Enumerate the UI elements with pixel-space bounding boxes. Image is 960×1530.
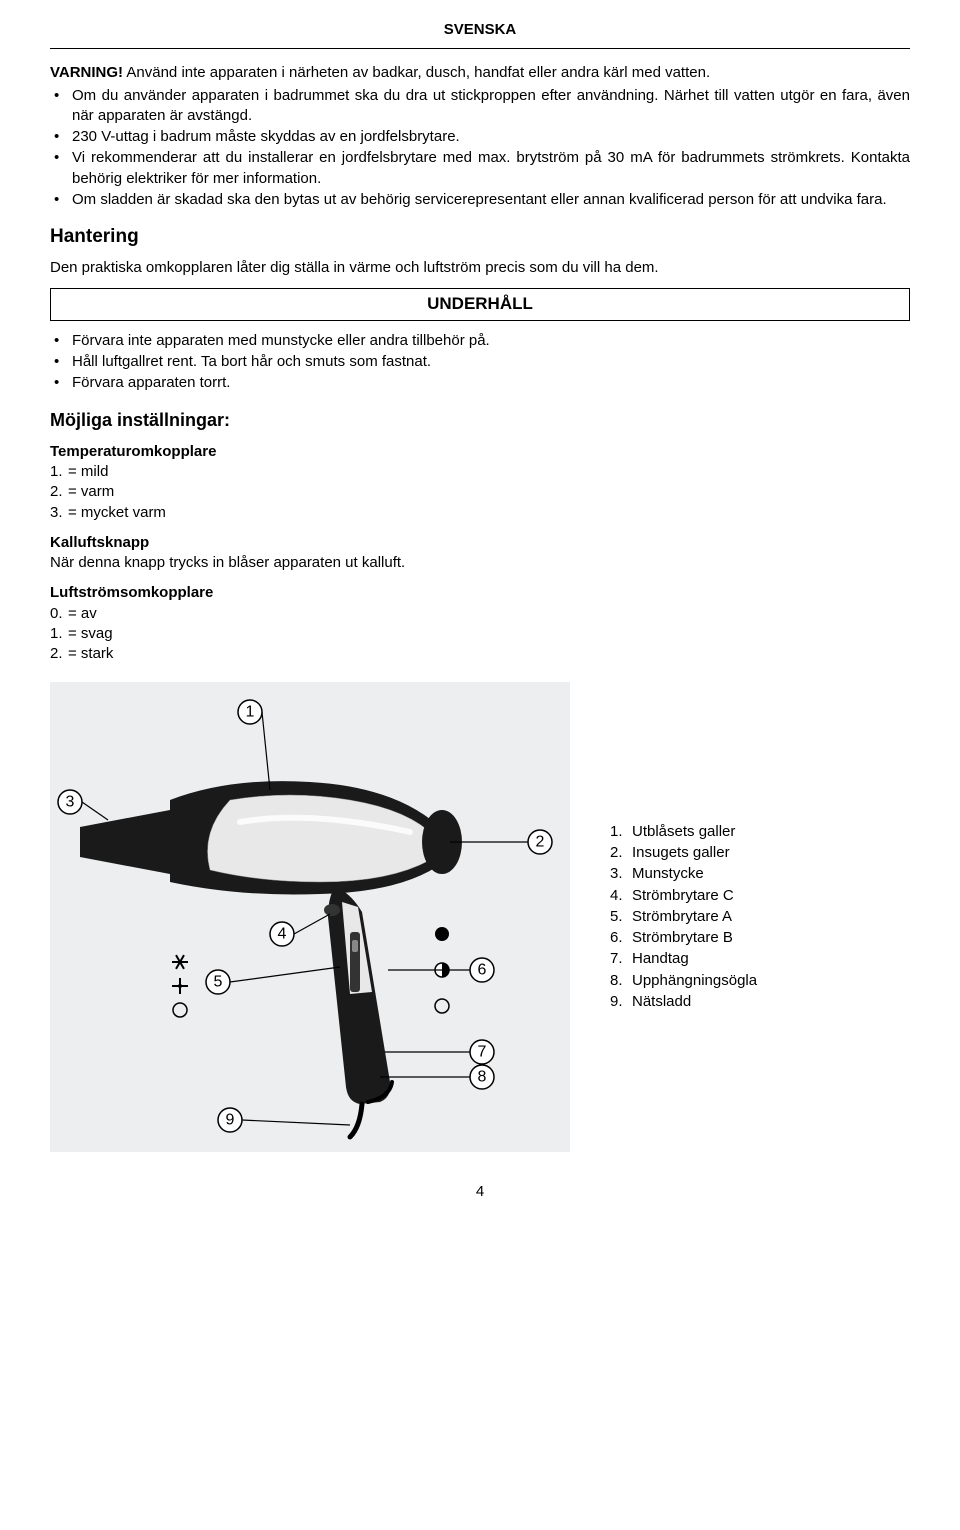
coldair-label: Kalluftsknapp	[50, 533, 910, 553]
legend-num: 6.	[610, 928, 632, 948]
airflow-list: 0.= av 1.= svag 2.= stark	[50, 604, 910, 665]
svg-text:9: 9	[226, 1112, 235, 1129]
warning-bullets: Om du använder apparaten i badrummet ska…	[50, 86, 910, 211]
legend-item: 3.Munstycke	[610, 864, 757, 884]
svg-text:3: 3	[66, 794, 75, 811]
row-val: = varm	[68, 482, 116, 502]
row-val: = mycket varm	[68, 504, 166, 521]
warning-sentence: Använd inte apparaten i närheten av badk…	[123, 64, 710, 81]
legend-label: Insugets galler	[632, 844, 730, 861]
row-num: 2.	[50, 482, 68, 502]
warning-bullet: Vi rekommenderar att du installerar en j…	[50, 148, 910, 189]
row-val: = av	[68, 604, 116, 624]
legend-num: 1.	[610, 822, 632, 842]
diagram-legend: 1.Utblåsets galler 2.Insugets galler 3.M…	[610, 822, 757, 1013]
legend-num: 9.	[610, 992, 632, 1012]
maintenance-bullet: Förvara inte apparaten med munstycke ell…	[50, 331, 910, 351]
legend-num: 7.	[610, 949, 632, 969]
airflow-row: 0.= av	[50, 604, 910, 624]
legend-label: Strömbrytare A	[632, 908, 732, 925]
svg-text:8: 8	[478, 1069, 487, 1086]
row-num: 1.	[50, 624, 68, 644]
row-num: 2.	[50, 644, 68, 664]
legend-label: Munstycke	[632, 865, 704, 882]
svg-text:6: 6	[478, 962, 487, 979]
legend-label: Upphängningsögla	[632, 972, 757, 989]
warning-bullet: Om du använder apparaten i badrummet ska…	[50, 86, 910, 127]
temperature-label: Temperaturomkopplare	[50, 442, 910, 462]
warning-label: VARNING!	[50, 64, 123, 81]
legend-num: 2.	[610, 843, 632, 863]
temperature-list: 1.= mild 2.= varm 3.= mycket varm	[50, 462, 910, 523]
legend-label: Handtag	[632, 950, 689, 967]
maintenance-bullets: Förvara inte apparaten med munstycke ell…	[50, 331, 910, 394]
legend-item: 5.Strömbrytare A	[610, 907, 757, 927]
legend-num: 8.	[610, 971, 632, 991]
legend-item: 9.Nätsladd	[610, 992, 757, 1012]
maintenance-bullet: Förvara apparaten torrt.	[50, 373, 910, 393]
maintenance-bullet: Håll luftgallret rent. Ta bort hår och s…	[50, 352, 910, 372]
warning-block: VARNING! Använd inte apparaten i närhete…	[50, 63, 910, 210]
row-val: = stark	[68, 644, 116, 664]
header-language: SVENSKA	[50, 20, 910, 40]
warning-line: VARNING! Använd inte apparaten i närhete…	[50, 63, 910, 83]
legend-item: 2.Insugets galler	[610, 843, 757, 863]
airflow-row: 1.= svag	[50, 624, 910, 644]
legend-label: Strömbrytare C	[632, 887, 734, 904]
legend-item: 6.Strömbrytare B	[610, 928, 757, 948]
svg-text:5: 5	[214, 974, 223, 991]
legend-num: 4.	[610, 886, 632, 906]
temperature-row: 2.= varm	[50, 482, 910, 502]
row-val: = mild	[68, 462, 116, 482]
legend-label: Strömbrytare B	[632, 929, 733, 946]
temperature-row: 3.= mycket varm	[50, 503, 910, 523]
hairdryer-diagram: 1 2 3 4 5 6 7 8 9	[50, 682, 570, 1152]
svg-text:2: 2	[536, 834, 545, 851]
row-val: = svag	[68, 624, 116, 644]
page-number: 4	[50, 1182, 910, 1202]
legend-item: 7.Handtag	[610, 949, 757, 969]
maintenance-title-box: UNDERHÅLL	[50, 288, 910, 321]
handling-text: Den praktiska omkopplaren låter dig stäl…	[50, 258, 910, 278]
coldair-text: När denna knapp trycks in blåser apparat…	[50, 553, 910, 573]
legend-item: 4.Strömbrytare C	[610, 886, 757, 906]
airflow-label: Luftströmsomkopplare	[50, 583, 910, 603]
legend-item: 8.Upphängningsögla	[610, 971, 757, 991]
temperature-row: 1.= mild	[50, 462, 910, 482]
warning-bullet: 230 V-uttag i badrum måste skyddas av en…	[50, 127, 910, 147]
svg-text:4: 4	[278, 926, 287, 943]
row-num: 1.	[50, 462, 68, 482]
airflow-row: 2.= stark	[50, 644, 910, 664]
header-rule	[50, 48, 910, 49]
row-num: 0.	[50, 604, 68, 624]
legend-num: 3.	[610, 864, 632, 884]
handling-title: Hantering	[50, 224, 910, 250]
legend-label: Nätsladd	[632, 993, 691, 1010]
legend-item: 1.Utblåsets galler	[610, 822, 757, 842]
svg-text:1: 1	[246, 704, 255, 721]
svg-text:7: 7	[478, 1044, 487, 1061]
legend-num: 5.	[610, 907, 632, 927]
settings-title: Möjliga inställningar:	[50, 408, 910, 432]
row-num: 3.	[50, 503, 68, 523]
warning-bullet: Om sladden är skadad ska den bytas ut av…	[50, 190, 910, 210]
legend-label: Utblåsets galler	[632, 823, 735, 840]
diagram-row: 1 2 3 4 5 6 7 8 9 1.Utblåsets galler 2.Insugets …	[50, 682, 910, 1152]
